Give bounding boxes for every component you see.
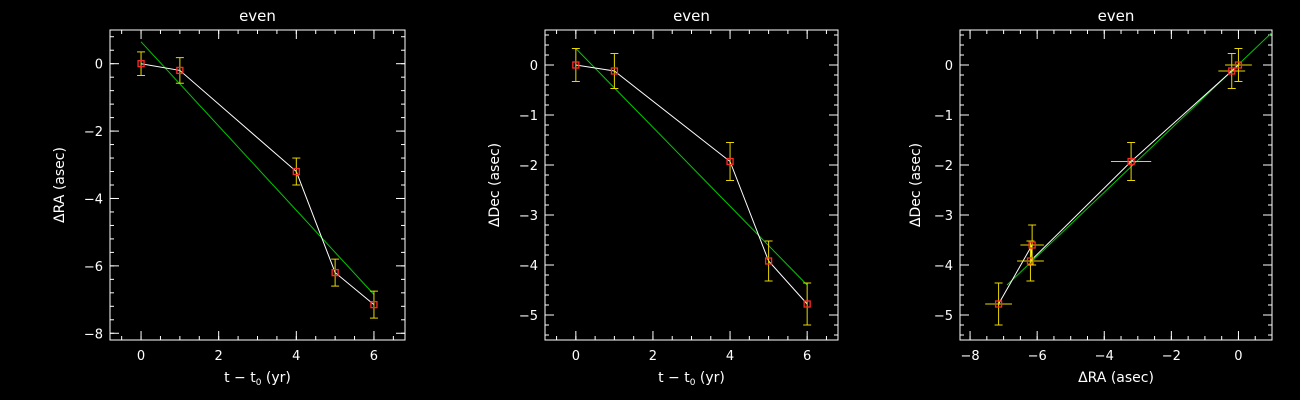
y-axis-label: ΔDec (asec) [908,143,924,227]
y-tick-label: −3 [934,209,953,224]
data-point [1026,257,1035,265]
x-tick-label: 0 [137,349,145,364]
data-point [1228,67,1236,75]
x-tick-label: 0 [1234,349,1242,364]
data-point [994,300,1003,308]
data-point [176,66,184,75]
y-tick-label: −8 [84,327,103,342]
data-point [803,300,811,308]
x-tick-label: −4 [1095,349,1114,364]
y-axis-label: ΔRA (asec) [52,147,68,223]
y-tick-label: −2 [934,159,953,174]
x-axis-label-subscript: 0 [690,378,696,388]
observed-line [140,63,375,306]
x-tick-label: 2 [649,349,657,364]
data-point [764,257,773,265]
x-tick-label: 4 [726,349,734,364]
x-axis-label-main: t − t [658,370,690,386]
y-tick-label: −5 [519,309,538,324]
data-point [292,167,300,176]
y-tick-label: −4 [519,259,538,274]
y-tick-label: −5 [934,309,953,324]
x-axis-label: t − t0 (yr) [658,370,725,388]
chart-title: even [1098,7,1135,25]
data-layer [571,48,812,326]
chart-title: even [239,7,276,25]
x-axis-label-unit: (yr) [261,370,290,386]
data-point [331,268,339,277]
x-tick-label: −2 [1162,349,1181,364]
y-tick-label: −3 [519,209,538,224]
observed-line [998,64,1239,305]
y-tick-label: −1 [934,109,953,124]
fit-line [575,48,808,286]
data-point [726,157,734,166]
observed-line [575,64,808,305]
data-point [137,60,145,68]
x-tick-label: −8 [960,349,979,364]
chart-title: even [673,7,710,25]
y-tick-label: −4 [84,192,103,207]
fit-line [140,41,375,295]
data-point [1234,61,1243,69]
y-axis-label: ΔDec (asec) [487,143,503,227]
y-tick-label: 0 [945,59,953,74]
x-tick-label: −6 [1028,349,1047,364]
data-point [1127,157,1135,166]
data-point [1028,241,1036,249]
data-layer [137,41,378,319]
y-tick-label: −4 [934,259,953,274]
y-tick-label: 0 [530,59,538,74]
x-axis-label-main: t − t [224,370,256,386]
x-axis-label-unit: (yr) [695,370,724,386]
data-point [572,61,580,69]
data-point [610,67,619,75]
x-tick-label: 6 [370,349,378,364]
data-layer [985,32,1272,326]
x-tick-label: 4 [292,349,300,364]
y-tick-label: −1 [519,109,538,124]
data-point [370,300,378,309]
y-tick-label: −2 [519,159,538,174]
x-axis-label-subscript: 0 [256,378,262,388]
y-tick-label: 0 [95,58,103,73]
x-tick-label: 6 [803,349,811,364]
plot-frame [544,29,839,341]
y-tick-label: −6 [84,260,103,275]
y-tick-label: −2 [84,125,103,140]
x-axis-label-main: ΔRA (asec) [1078,370,1154,386]
x-axis-label: t − t0 (yr) [224,370,291,388]
x-tick-label: 0 [572,349,580,364]
x-axis-label: ΔRA (asec) [1078,370,1154,386]
panel-dec-vs-ra: −8 −6 −4 −2 0 −5 −4 −3 −2 −1 0 even ΔRA (asec) ΔDec (… [908,7,1273,386]
x-tick-label: 2 [215,349,223,364]
